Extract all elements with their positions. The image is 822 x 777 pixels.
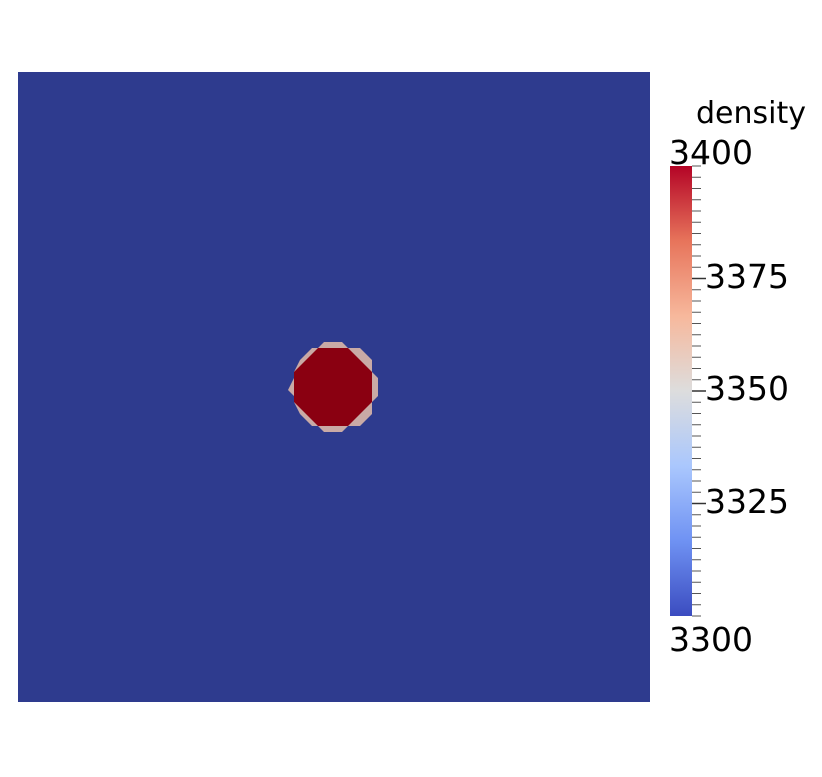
colorbar-tick-label: 3350: [705, 369, 789, 408]
colorbar-gradient: [670, 166, 692, 616]
colorbar-title: density: [696, 96, 806, 131]
colorbar-max-label: 3400: [669, 133, 753, 172]
colorbar-major-ticks: [692, 277, 706, 505]
colorbar-tick-label: 3325: [705, 481, 789, 521]
high-density-inclusion: [294, 348, 372, 426]
colorbar-tick-label: 3375: [705, 256, 789, 296]
density-field-plot: [18, 72, 650, 702]
colorbar-min-label: 3300: [669, 620, 753, 659]
